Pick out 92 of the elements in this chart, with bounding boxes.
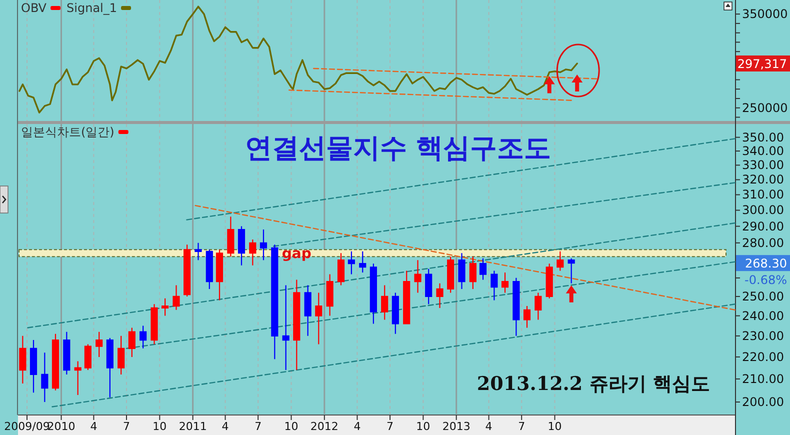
y-tick-label: 220.00 (742, 350, 784, 364)
y-tick-label: 230.00 (742, 328, 784, 343)
candlestick (501, 272, 509, 294)
y-tick-label: 310.00 (742, 188, 784, 202)
candlestick (326, 274, 334, 316)
x-tick-label: 4 (354, 420, 361, 433)
x-tick-label: 7 (254, 420, 262, 433)
candlestick (546, 263, 553, 299)
candlestick (490, 270, 498, 301)
candlestick (84, 344, 92, 371)
candlestick (184, 244, 191, 298)
candlestick (238, 226, 246, 266)
candlestick (479, 258, 487, 280)
candlestick (512, 277, 520, 336)
candlestick (568, 258, 575, 284)
y-tick-label: 330.00 (742, 158, 784, 172)
candlestick (74, 360, 82, 396)
candlestick (96, 331, 103, 358)
value-tag: 268.30 (736, 255, 790, 272)
candlestick (556, 250, 564, 272)
candlestick (249, 238, 256, 266)
candlestick (315, 292, 322, 345)
candlestick (19, 335, 26, 384)
candlestick (227, 216, 234, 258)
candlestick (392, 292, 399, 334)
candlestick (41, 352, 48, 403)
candlestick (260, 228, 268, 261)
candlestick (282, 284, 290, 371)
candlestick (425, 268, 432, 305)
x-tick-label: 4 (485, 420, 492, 433)
y-tick-label: 240.00 (742, 308, 784, 323)
candlestick (436, 282, 444, 309)
x-tick-label: 10 (284, 420, 298, 433)
y-tick-label: 200.00 (742, 395, 784, 410)
value-tag: 297,317 (736, 55, 790, 72)
candlestick (52, 333, 60, 391)
candlestick (206, 249, 213, 290)
candlestick (469, 256, 476, 290)
candlestick (150, 304, 158, 345)
candlestick (194, 242, 202, 261)
candlestick (304, 284, 312, 336)
x-tick-label: 2011 (178, 420, 207, 433)
y-tick-label: 280.00 (742, 236, 784, 250)
candlestick (293, 279, 300, 371)
y-tick-label: 250000 (742, 100, 788, 115)
x-tick-label: 10 (548, 420, 562, 433)
candlestick (216, 249, 224, 301)
annotation: 2013.12.2 쥬라기 핵심도 (476, 373, 710, 395)
y-tick-label: 290.00 (742, 219, 784, 234)
candlestick (63, 331, 70, 376)
x-tick-label: 10 (152, 420, 167, 433)
candlestick (140, 325, 147, 349)
text: -0.68% (744, 273, 787, 288)
y-tick-label: 210.00 (742, 372, 784, 386)
x-tick-label: 2013 (442, 420, 470, 433)
x-tick-label: 10 (416, 420, 430, 433)
x-tick-label: 7 (386, 420, 394, 433)
candlestick (172, 284, 180, 310)
x-tick-label: 4 (222, 420, 229, 433)
x-tick-label: 7 (123, 420, 130, 433)
candlestick (348, 250, 355, 275)
candlestick (30, 340, 38, 394)
candlestick (337, 252, 345, 286)
candlestick (370, 263, 377, 324)
candlestick (458, 252, 466, 290)
candlestick (128, 327, 136, 358)
y-tick-label: 320.00 (742, 172, 784, 187)
x-tick-label: 7 (518, 420, 526, 433)
y-tick-label: 300.00 (742, 203, 784, 218)
candlestick (447, 256, 454, 294)
legend: 일본식차트(일간) (21, 125, 128, 139)
candlestick (534, 292, 542, 320)
candlestick (271, 244, 278, 360)
candlestick (118, 335, 125, 376)
candlestick (523, 305, 531, 328)
y-tick-label: 350.00 (742, 130, 784, 144)
x-tick-label: 2009/09 (4, 420, 50, 433)
y-tick-label: 340.00 (742, 144, 784, 158)
x-tick-label: 2012 (310, 420, 338, 433)
x-tick-label: 4 (90, 420, 98, 433)
chart-title: 연결선물지수 핵심구조도 (244, 133, 552, 164)
candlestick (414, 260, 422, 294)
candlestick (381, 284, 388, 320)
y-tick-label: 350000 (742, 7, 788, 22)
candlestick (162, 298, 169, 316)
candlestick (359, 250, 366, 274)
y-tick-label: 250.00 (742, 289, 784, 304)
legend-label: OBV (21, 1, 48, 15)
candlestick (106, 337, 114, 398)
candlestick (403, 270, 410, 324)
legend-label: Signal_1 (66, 1, 118, 15)
x-tick-label: 2010 (47, 420, 76, 433)
